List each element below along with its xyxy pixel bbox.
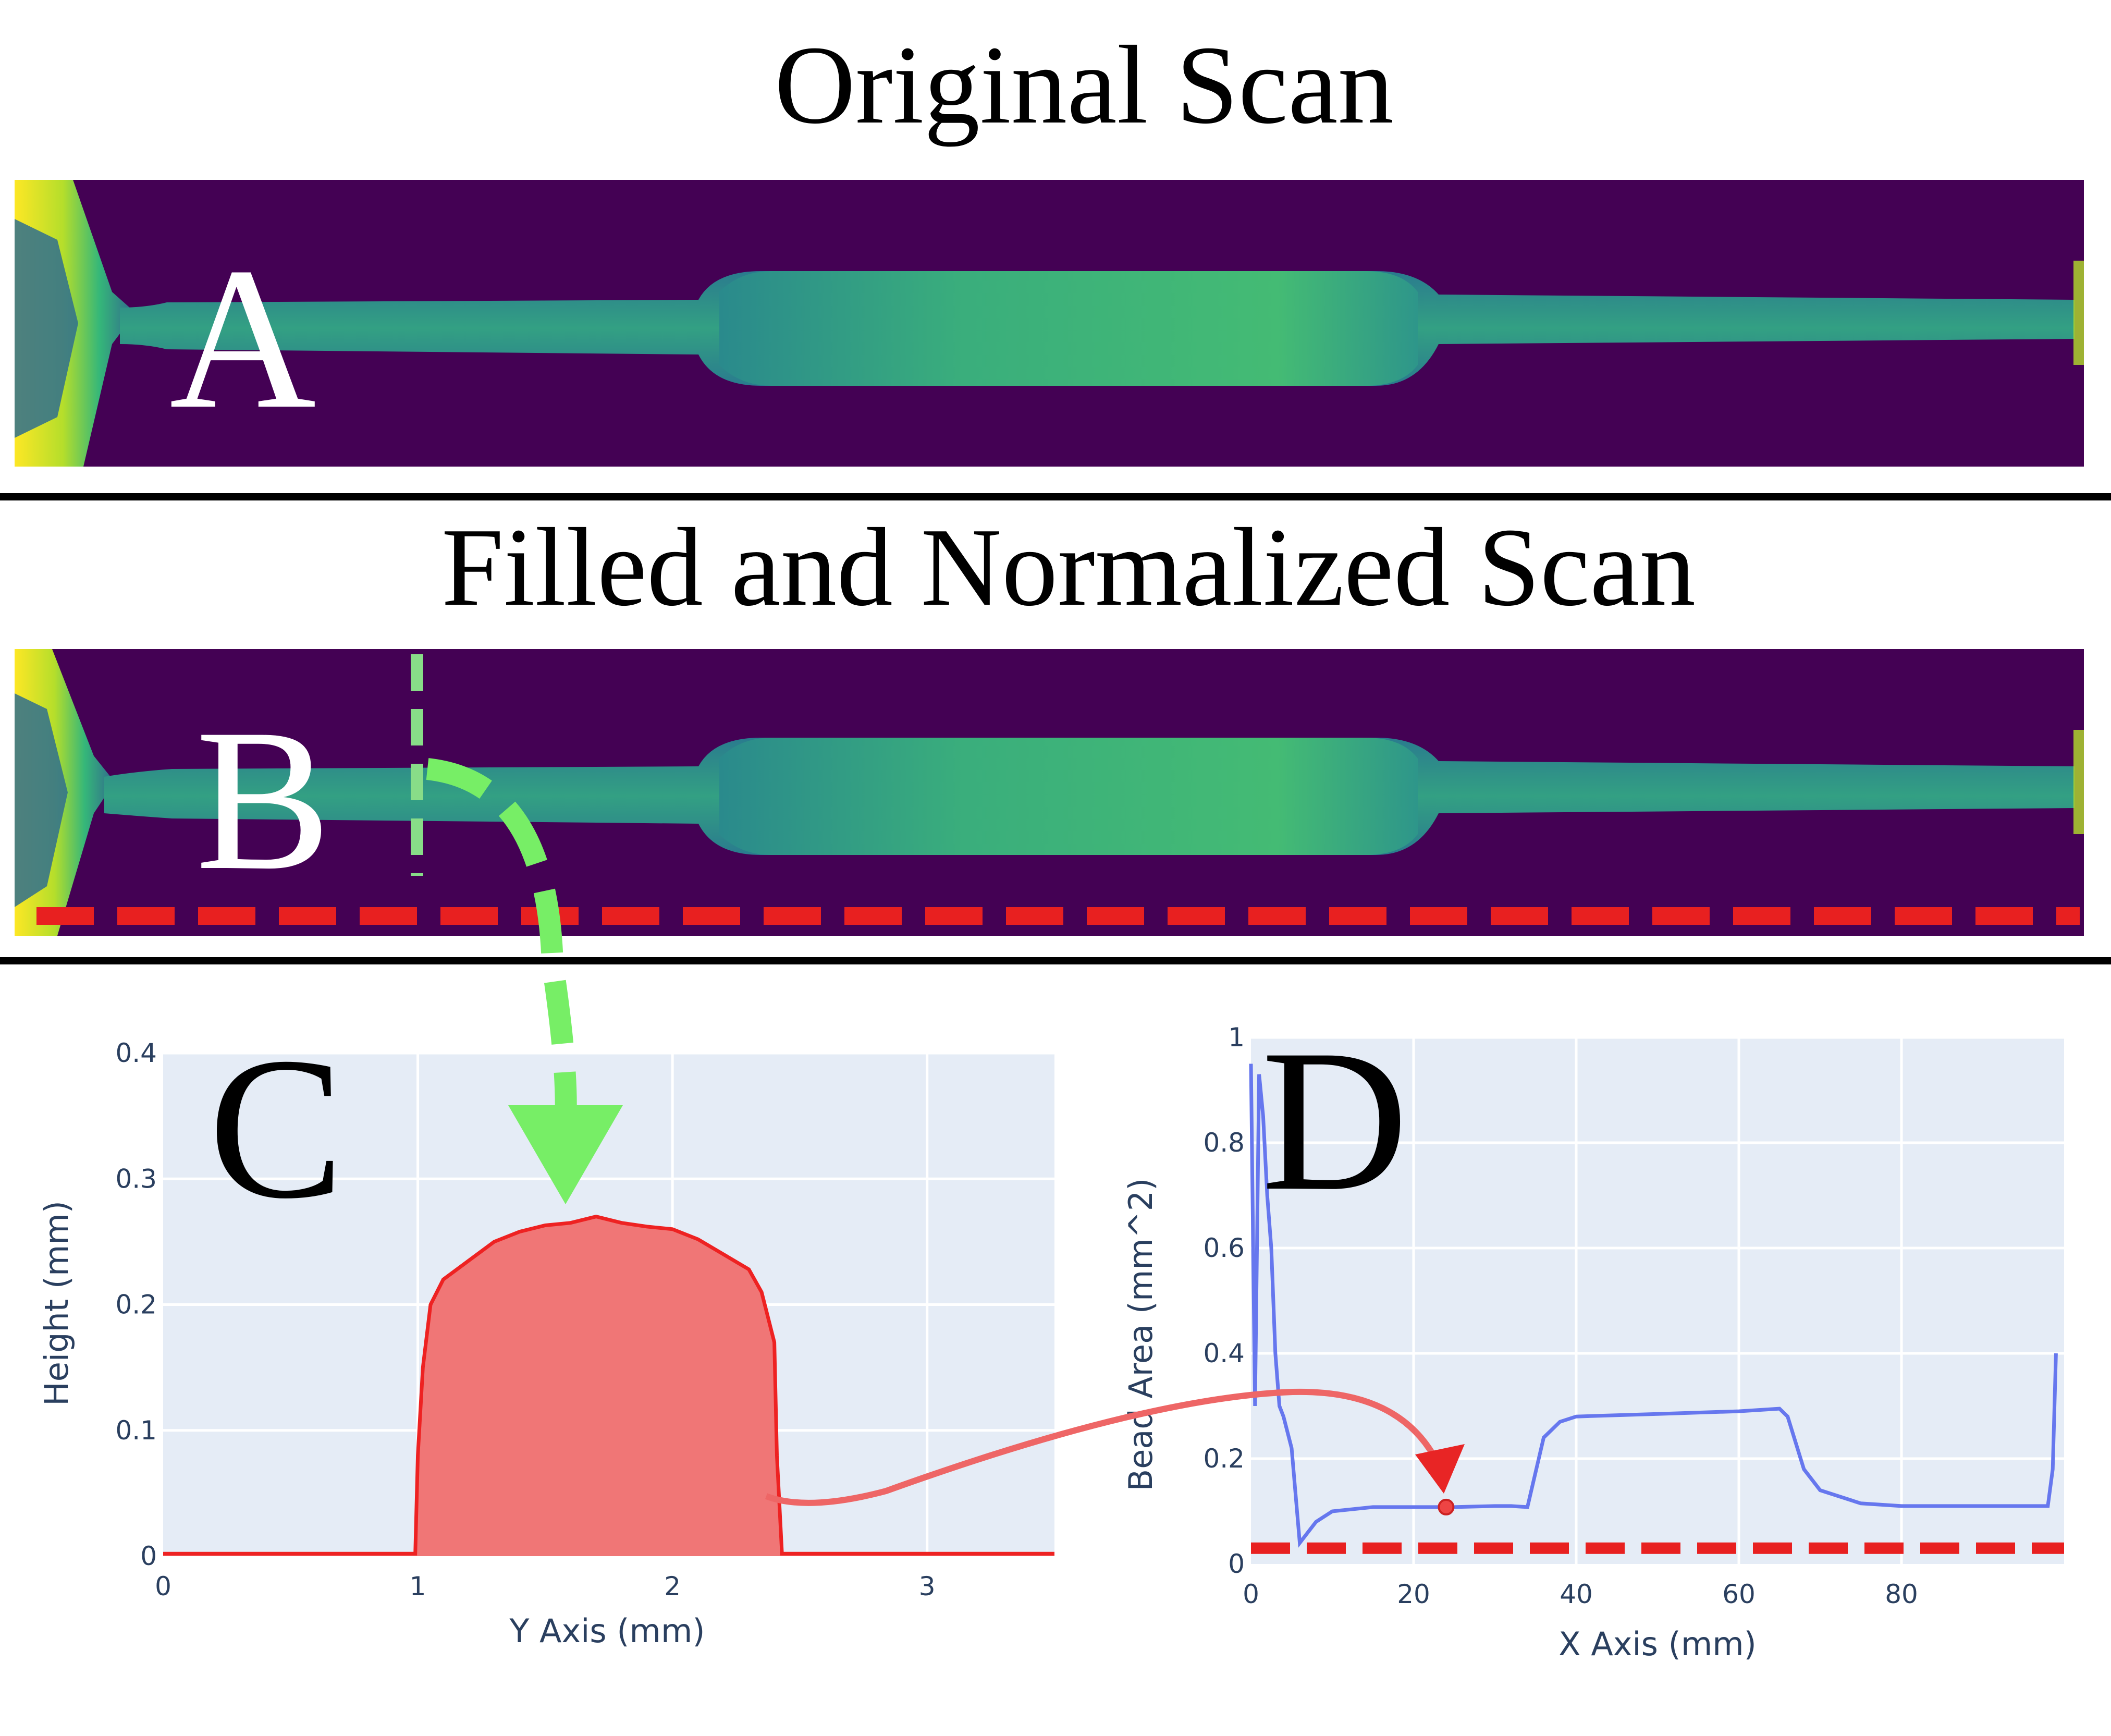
- y-tick-label: 0.4: [1203, 1338, 1245, 1368]
- panel-a-label: A: [169, 226, 316, 451]
- x-tick-label: 0: [155, 1571, 171, 1601]
- y-tick-label: 0: [1228, 1549, 1245, 1579]
- x-tick-label: 3: [919, 1571, 936, 1601]
- panel-b-title: Filled and Normalized Scan: [441, 505, 1696, 629]
- green-arrow: [426, 758, 577, 1122]
- y-tick-label: 0.2: [1203, 1444, 1245, 1474]
- profile-line: [163, 1214, 1054, 1556]
- chart-d-xlabel: X Axis (mm): [1558, 1625, 1757, 1663]
- panel-a-title: Original Scan: [775, 22, 1394, 147]
- y-tick-label: 0.1: [115, 1415, 157, 1446]
- bead-area-line: [1249, 1063, 2058, 1548]
- chart-c-xlabel: Y Axis (mm): [509, 1612, 705, 1650]
- chart-c-ylabel: Height (mm): [38, 1201, 76, 1406]
- y-tick-label: 0.8: [1203, 1128, 1245, 1158]
- red-arrow-head: [1415, 1444, 1465, 1494]
- panel-a-scan: [15, 180, 2084, 467]
- panel-b-scan: [15, 649, 2084, 936]
- highlight-point: [1438, 1498, 1455, 1515]
- x-tick-label: 1: [410, 1571, 426, 1601]
- y-tick-label: 0.2: [115, 1290, 157, 1320]
- chart-d-ylabel: Bead Area (mm^2): [1122, 1178, 1160, 1492]
- x-tick-label: 60: [1722, 1579, 1756, 1609]
- profile-area: [163, 1216, 1054, 1556]
- chart-d-plot-area: [1251, 1037, 2064, 1564]
- panel-d-chart: 0 20 40 60 80 0 0.2 0.4 0.6 0.8 1 X Axis (mm) Bead…: [1122, 1022, 2064, 1663]
- y-tick-label: 0.3: [115, 1164, 157, 1194]
- x-tick-label: 40: [1560, 1579, 1593, 1609]
- red-curve-arrow: [765, 1388, 1442, 1506]
- green-arrow-head: [508, 1105, 623, 1204]
- x-tick-label: 0: [1243, 1579, 1259, 1609]
- y-tick-label: 0.4: [115, 1038, 157, 1068]
- panel-d-label: D: [1261, 1008, 1408, 1233]
- panel-c-label: C: [208, 1016, 344, 1241]
- panel-c-chart: 0 1 2 3 0 0.1 0.2 0.3 0.4 Y Axis (mm) Height (mm…: [38, 1038, 1054, 1650]
- x-tick-label: 80: [1885, 1579, 1918, 1609]
- panel-b-label: B: [195, 687, 331, 912]
- x-tick-label: 2: [664, 1571, 681, 1601]
- y-tick-label: 0: [140, 1541, 157, 1571]
- y-tick-label: 1: [1228, 1022, 1245, 1053]
- y-tick-label: 0.6: [1203, 1233, 1245, 1263]
- x-tick-label: 20: [1397, 1579, 1430, 1609]
